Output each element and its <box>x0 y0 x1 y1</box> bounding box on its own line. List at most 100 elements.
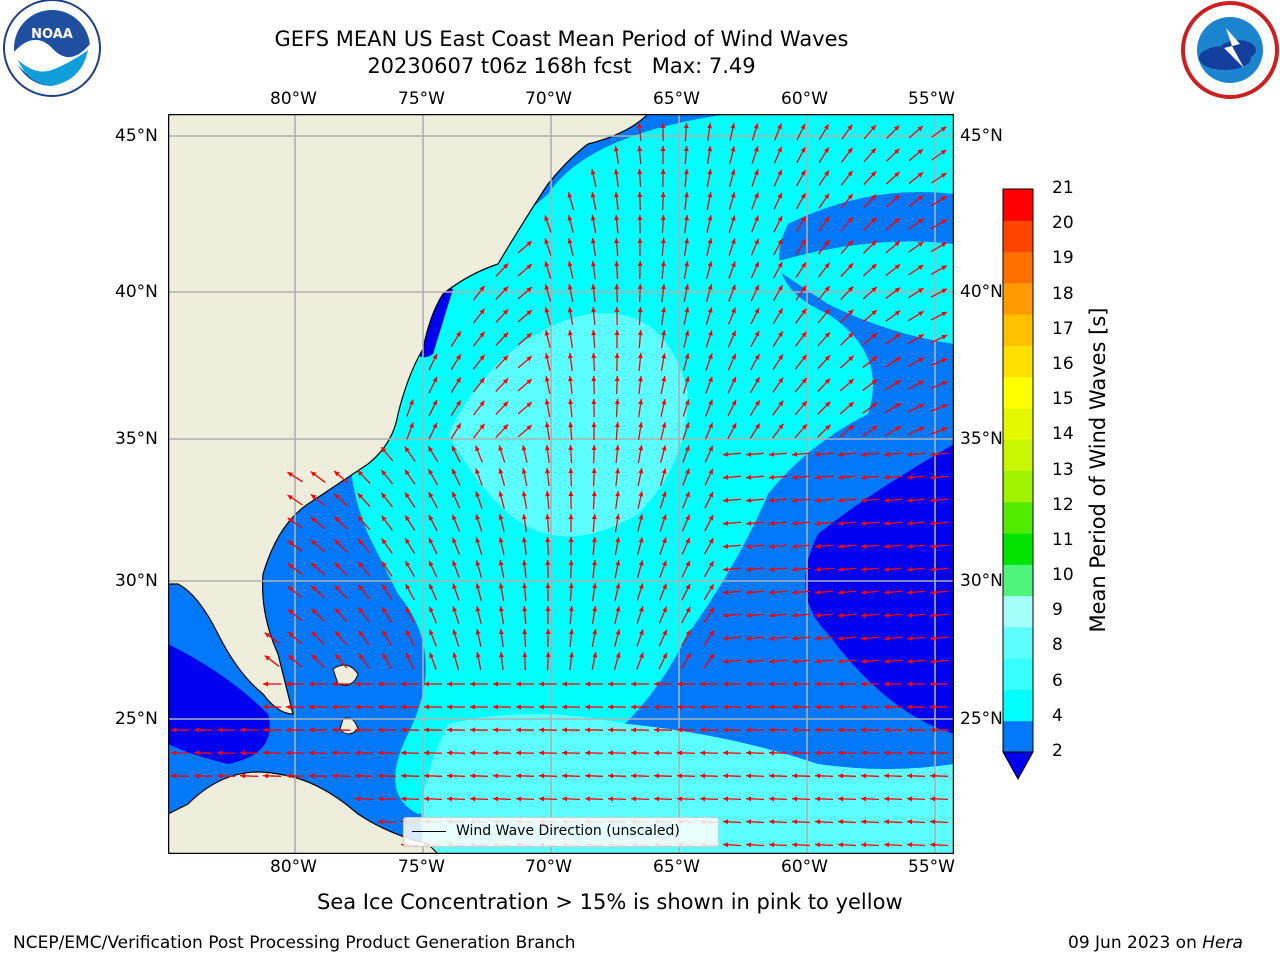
period-zone-0-2-gulf <box>168 644 270 764</box>
direction-arrow-head <box>815 497 821 503</box>
direction-arrow-head <box>452 468 457 475</box>
direction-arrow-head <box>335 608 341 614</box>
direction-arrow-head <box>539 796 545 802</box>
direction-arrow-head <box>730 261 736 268</box>
direction-arrow-head <box>614 284 620 290</box>
direction-arrow-head <box>311 563 317 569</box>
map-frame <box>168 114 954 854</box>
direction-arrow-head <box>930 681 936 687</box>
direction-arrow-head <box>263 750 269 756</box>
direction-arrow-head <box>884 520 890 526</box>
direction-arrow-head <box>429 583 434 590</box>
direction-arrow-head <box>654 796 660 802</box>
direction-arrow-head <box>591 491 597 497</box>
direction-arrow-head <box>684 261 690 267</box>
direction-arrow-head <box>838 520 844 526</box>
direction-arrow-head <box>918 357 924 363</box>
colorbar-bin <box>1003 282 1033 315</box>
direction-arrow-head <box>777 192 782 199</box>
direction-arrow-head <box>401 773 407 779</box>
direction-arrow-head <box>309 727 315 733</box>
direction-arrow-head <box>871 240 877 247</box>
direction-arrow-head <box>792 543 798 549</box>
direction-arrow-head <box>378 681 384 687</box>
direction-arrow-head <box>861 543 867 549</box>
direction-arrow-head <box>429 606 434 613</box>
direction-arrow-head <box>884 750 890 756</box>
direction-arrow-head <box>723 750 729 756</box>
legend-label: Wind Wave Direction (unscaled) <box>456 823 680 839</box>
direction-arrow-head <box>685 514 690 521</box>
direction-arrow-head <box>502 424 509 430</box>
lon-label-top-60w: 60°W <box>781 89 828 109</box>
direction-arrow-head <box>614 307 620 313</box>
direction-arrow-head <box>428 492 434 498</box>
direction-arrow-head <box>731 399 737 406</box>
direction-arrow-head <box>631 727 637 733</box>
direction-arrow-head <box>240 750 246 756</box>
direction-arrow-head <box>526 425 532 431</box>
direction-arrow-head <box>861 474 867 480</box>
direction-arrow-head <box>568 629 574 635</box>
direction-arrow-head <box>357 493 364 499</box>
direction-arrow-head <box>516 796 522 802</box>
direction-arrow-head <box>907 658 913 664</box>
direction-arrow-head <box>792 819 798 825</box>
direction-arrow-head <box>907 566 913 572</box>
direction-arrow-head <box>777 308 783 314</box>
svg-text:NOAA: NOAA <box>31 27 73 42</box>
direction-arrow-head <box>568 491 574 497</box>
direction-arrow-head <box>585 727 591 733</box>
colorbar-tick-label: 9 <box>1052 600 1063 621</box>
direction-arrow-head <box>746 704 752 710</box>
direction-arrow-head <box>861 497 867 503</box>
direction-arrow-head <box>769 589 775 595</box>
direction-arrow-head <box>824 378 831 384</box>
direction-arrow-head <box>769 635 775 641</box>
direction-arrow-head <box>217 773 223 779</box>
direction-arrow-head <box>381 538 387 545</box>
lat-label-left-30n: 30°N <box>115 571 158 591</box>
direction-arrow-head <box>470 704 476 710</box>
direction-arrow-head <box>801 331 807 338</box>
colorbar-bin <box>1003 689 1033 722</box>
direction-arrow-head <box>792 474 798 480</box>
direction-arrow-head <box>592 652 598 658</box>
direction-arrow-head <box>825 424 831 431</box>
direction-arrow-head <box>930 773 936 779</box>
lon-label-top-70w: 70°W <box>525 89 572 109</box>
direction-arrow-head <box>590 192 596 198</box>
direction-arrow-head <box>723 589 729 595</box>
lon-label-top-55w: 55°W <box>908 89 955 109</box>
direction-arrow-head <box>870 125 876 131</box>
direction-arrow-head <box>861 451 867 457</box>
direction-arrow-head <box>917 126 923 132</box>
direction-arrow-head <box>708 538 714 544</box>
direction-arrow-head <box>585 681 591 687</box>
direction-arrow-head <box>930 727 936 733</box>
direction-arrow-head <box>930 750 936 756</box>
direction-arrow-head <box>894 125 900 131</box>
lon-label-top-75w: 75°W <box>398 89 445 109</box>
direction-arrow-head <box>824 309 830 315</box>
direction-arrow-head <box>614 192 620 198</box>
direction-arrow-head <box>405 561 411 567</box>
direction-arrow-head <box>777 146 782 153</box>
direction-arrow-head <box>475 445 480 452</box>
direction-arrow-head <box>475 583 481 589</box>
direction-arrow-head <box>823 124 829 130</box>
direction-arrow-head <box>452 583 458 590</box>
direction-arrow-head <box>847 170 853 177</box>
direction-arrow-head <box>746 773 752 779</box>
direction-arrow-head <box>286 681 292 687</box>
direction-arrow-head <box>591 307 597 313</box>
direction-arrow-head <box>522 629 528 635</box>
map-subtitle: 20230607 t06z 168h fcst Max: 7.49 <box>367 54 756 78</box>
direction-arrow-head <box>838 842 844 848</box>
direction-arrow-head <box>568 445 574 451</box>
direction-arrow-head <box>631 681 637 687</box>
direction-arrow-head <box>545 537 551 543</box>
direction-arrow-head <box>615 491 621 497</box>
direction-arrow-head <box>381 470 387 476</box>
direction-arrow-head <box>264 632 271 638</box>
